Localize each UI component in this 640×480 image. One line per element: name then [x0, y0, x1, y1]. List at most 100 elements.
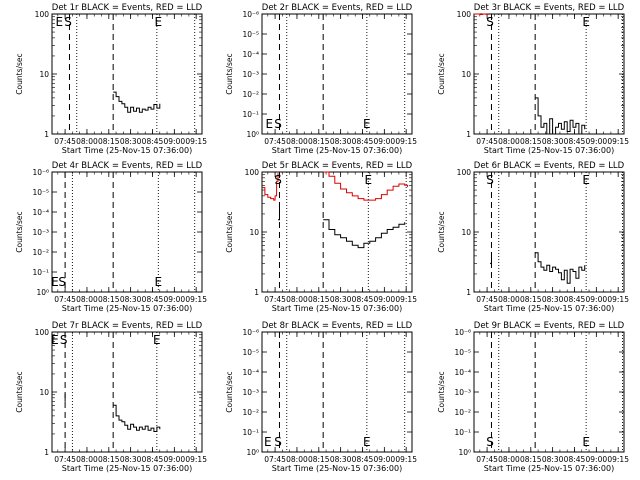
x-tick-label: 08:00	[498, 137, 520, 146]
eclipse-marker: E	[155, 275, 163, 289]
x-tick-label: 09:00	[586, 137, 608, 146]
x-tick-label: 09:15	[185, 137, 207, 146]
y-tick-label: 10⁻⁶	[242, 10, 259, 19]
saa-marker: S	[486, 15, 494, 29]
x-tick-label: 08:45	[142, 295, 164, 304]
y-tick-label: 1	[466, 288, 471, 297]
y-tick-label: 10⁻⁵	[454, 348, 471, 357]
x-tick-label: 07:45	[54, 137, 76, 146]
y-tick-label: 10⁻¹	[242, 110, 259, 119]
y-tick-label: 10⁻⁵	[242, 348, 259, 357]
plot-frame	[51, 171, 203, 293]
x-tick-label: 09:00	[164, 455, 186, 464]
chart-title: Det 2r BLACK = Events, RED = LLD	[262, 3, 413, 13]
x-tick-label: 09:15	[395, 137, 417, 146]
x-tick-label: 08:30	[120, 455, 142, 464]
y-tick-label: 10⁻¹	[242, 428, 259, 437]
x-tick-label: 08:30	[120, 137, 142, 146]
plot-frame	[261, 13, 413, 135]
x-tick-label: 09:00	[374, 137, 396, 146]
x-tick-label: 09:15	[395, 295, 417, 304]
chart-title: Det 3r BLACK = Events, RED = LLD	[474, 3, 625, 13]
y-tick-label: 10⁻³	[242, 70, 259, 79]
y-axis-label: Counts/sec	[15, 371, 24, 412]
plot-frame	[51, 331, 203, 453]
x-tick-label: 09:00	[586, 455, 608, 464]
x-tick-label: 08:30	[120, 295, 142, 304]
x-tick-label: 08:45	[564, 295, 586, 304]
y-tick-label: 10⁻⁶	[454, 328, 471, 337]
chart-title: Det 9r BLACK = Events, RED = LLD	[474, 321, 625, 331]
y-tick-label: 10⁻⁵	[242, 30, 259, 39]
plot-frame	[261, 331, 413, 453]
x-tick-label: 07:45	[54, 455, 76, 464]
eclipse-marker: E	[363, 435, 371, 449]
x-tick-label: 07:45	[476, 455, 498, 464]
y-tick-label: 10	[461, 228, 471, 237]
y-tick-label: 10⁻¹	[454, 428, 471, 437]
y-tick-label: 1	[254, 288, 259, 297]
y-tick-label: 10⁰	[36, 288, 49, 297]
y-tick-label: 10⁻³	[32, 228, 49, 237]
x-tick-label: 09:15	[185, 295, 207, 304]
x-tick-label: 08:15	[98, 137, 120, 146]
y-axis-label: Counts/sec	[225, 211, 234, 252]
y-tick-label: 10⁻⁵	[32, 188, 49, 197]
y-tick-label: 100	[457, 168, 472, 177]
eclipse-marker: E	[51, 333, 59, 347]
saa-marker: S	[274, 117, 282, 131]
saa-marker: S	[274, 173, 282, 187]
x-axis-label: Start Time (25-Nov-15 07:36:00)	[62, 464, 192, 473]
x-axis-label: Start Time (25-Nov-15 07:36:00)	[272, 464, 402, 473]
x-tick-label: 08:30	[542, 137, 564, 146]
x-tick-label: 08:30	[330, 455, 352, 464]
y-tick-label: 10	[249, 228, 259, 237]
x-tick-label: 08:00	[286, 137, 308, 146]
y-tick-label: 10⁻¹	[32, 268, 49, 277]
x-tick-label: 08:00	[286, 295, 308, 304]
eclipse-marker: E	[363, 117, 371, 131]
y-tick-label: 10	[39, 70, 49, 79]
plot-frame	[473, 171, 625, 293]
x-tick-label: 07:45	[54, 295, 76, 304]
x-tick-label: 09:00	[164, 295, 186, 304]
x-tick-label: 08:45	[564, 137, 586, 146]
eclipse-marker: E	[582, 15, 590, 29]
y-tick-label: 10⁰	[246, 448, 259, 457]
chart-title: Det 7r BLACK = Events, RED = LLD	[52, 321, 203, 331]
events-series-line	[323, 219, 406, 249]
x-axis-label: Start Time (25-Nov-15 07:36:00)	[272, 146, 402, 155]
saa-marker: S	[58, 275, 66, 289]
chart-panel-5: Det 5r BLACK = Events, RED = LLD 1 10 100 07…	[225, 161, 417, 313]
x-axis-label: Start Time (25-Nov-15 07:36:00)	[484, 146, 614, 155]
chart-panel-3: Det 3r BLACK = Events, RED = LLD 1 10 100 07…	[437, 3, 629, 155]
y-tick-label: 10⁻⁶	[32, 168, 49, 177]
eclipse-marker: E	[365, 173, 373, 187]
y-tick-label: 10⁻²	[454, 408, 471, 417]
chart-panel-8: Det 8r BLACK = Events, RED = LLD 10⁰ 10⁻¹ 1…	[225, 321, 417, 473]
y-tick-label: 10⁻²	[242, 408, 259, 417]
y-tick-label: 1	[466, 130, 471, 139]
x-tick-label: 08:00	[76, 455, 98, 464]
x-tick-label: 09:00	[164, 137, 186, 146]
chart-panel-6: Det 6r BLACK = Events, RED = LLD 1 10 100 07…	[437, 161, 629, 313]
x-tick-label: 09:00	[586, 295, 608, 304]
x-tick-label: 07:45	[264, 455, 286, 464]
x-tick-label: 09:15	[395, 455, 417, 464]
saa-marker: S	[486, 435, 494, 449]
y-tick-label: 1	[44, 130, 49, 139]
x-tick-label: 08:15	[520, 137, 542, 146]
chart-panel-9: Det 9r BLACK = Events, RED = LLD 10⁰ 10⁻¹ 1…	[437, 321, 629, 473]
eclipse-marker: E	[582, 173, 590, 187]
eclipse-marker: E	[153, 333, 161, 347]
x-tick-label: 08:15	[520, 455, 542, 464]
x-tick-label: 09:15	[185, 455, 207, 464]
x-tick-label: 08:45	[142, 137, 164, 146]
chart-title: Det 4r BLACK = Events, RED = LLD	[52, 161, 203, 171]
x-tick-label: 08:30	[330, 295, 352, 304]
x-axis-label: Start Time (25-Nov-15 07:36:00)	[484, 464, 614, 473]
plot-frame	[473, 13, 625, 135]
saa-marker: S	[486, 173, 494, 187]
y-axis-label: Counts/sec	[437, 371, 446, 412]
